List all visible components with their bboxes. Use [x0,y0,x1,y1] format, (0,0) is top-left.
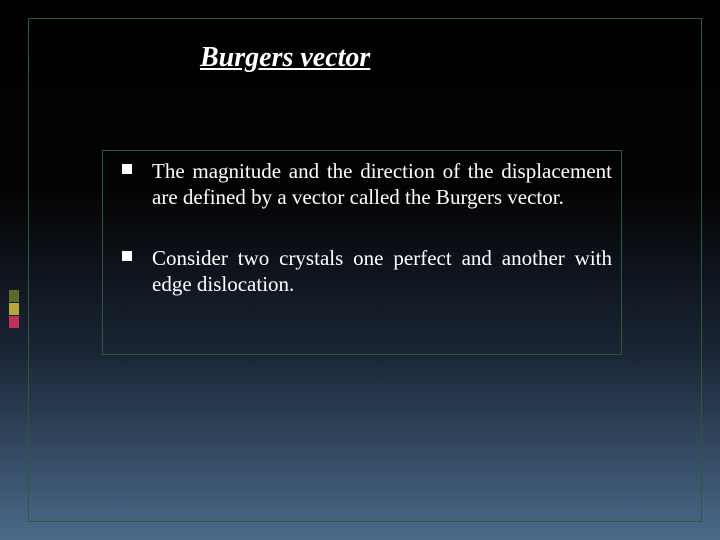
accent-bar [9,290,19,302]
accent-bars [9,290,19,329]
bullet-list: The magnitude and the direction of the d… [122,158,612,331]
accent-bar [9,316,19,328]
bullet-marker-icon [122,164,132,174]
bullet-text: The magnitude and the direction of the d… [152,159,612,209]
accent-bar [9,303,19,315]
slide-title: Burgers vector [200,42,370,74]
bullet-text: Consider two crystals one perfect and an… [152,246,612,296]
bullet-item: Consider two crystals one perfect and an… [122,245,612,298]
bullet-marker-icon [122,251,132,261]
bullet-item: The magnitude and the direction of the d… [122,158,612,211]
slide: Burgers vector The magnitude and the dir… [0,0,720,540]
